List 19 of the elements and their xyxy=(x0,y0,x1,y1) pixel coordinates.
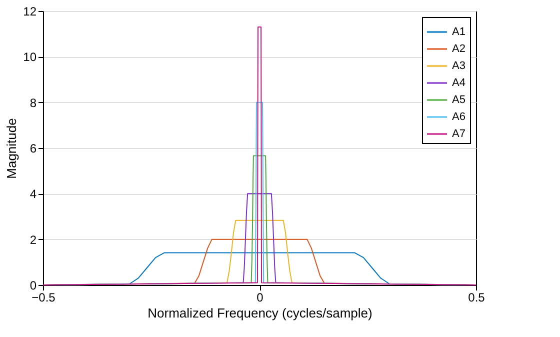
x-tick-label: 0.5 xyxy=(468,290,486,304)
y-tick-label: 6 xyxy=(30,142,37,156)
y-tick-label: 8 xyxy=(30,96,37,110)
y-tick-label: 0 xyxy=(30,278,37,292)
y-tick-label: 10 xyxy=(23,50,37,64)
x-tick-label: −0.5 xyxy=(32,290,56,304)
y-tick-label: 2 xyxy=(30,232,37,247)
legend-label: A4 xyxy=(452,77,466,89)
x-axis-title: Normalized Frequency (cycles/sample) xyxy=(148,306,372,320)
legend-label: A6 xyxy=(452,111,466,123)
y-tick-label: 4 xyxy=(30,187,37,202)
x-tick-label: 0 xyxy=(256,290,264,304)
legend-label: A3 xyxy=(452,60,466,72)
legend-label: A5 xyxy=(452,94,466,106)
y-tick-label: 12 xyxy=(23,4,37,18)
legend-label: A7 xyxy=(452,128,466,140)
legend-label: A1 xyxy=(452,26,466,38)
y-axis-title: Magnitude xyxy=(4,118,20,179)
legend-label: A2 xyxy=(452,43,466,55)
